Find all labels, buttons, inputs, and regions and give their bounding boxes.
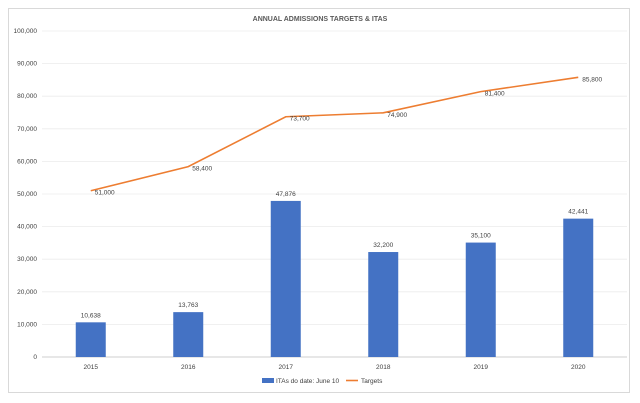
bar-data-label: 13,763 bbox=[178, 302, 198, 309]
bar bbox=[465, 242, 496, 357]
chart-frame bbox=[8, 8, 630, 393]
legend-label-bars: ITAs do date: June 10 bbox=[276, 378, 339, 385]
line-data-label: 51,000 bbox=[95, 190, 115, 197]
bar bbox=[173, 312, 204, 357]
y-tick-label: 10,000 bbox=[17, 321, 37, 328]
bar-data-label: 10,638 bbox=[81, 312, 101, 319]
bar-data-label: 47,876 bbox=[276, 191, 296, 198]
line-data-label: 85,800 bbox=[582, 76, 602, 83]
x-tick-label: 2020 bbox=[571, 364, 586, 371]
y-tick-label: 60,000 bbox=[17, 158, 37, 165]
line-data-label: 81,400 bbox=[485, 91, 505, 98]
y-tick-label: 70,000 bbox=[17, 126, 37, 133]
bar-data-label: 42,441 bbox=[568, 209, 588, 216]
chart-title: ANNUAL ADMISSIONS TARGETS & ITAS bbox=[253, 16, 388, 23]
legend-label-line: Targets bbox=[361, 378, 383, 385]
x-tick-label: 2019 bbox=[474, 364, 489, 371]
y-tick-label: 20,000 bbox=[17, 289, 37, 296]
y-tick-label: 90,000 bbox=[17, 61, 37, 68]
bar bbox=[75, 322, 106, 357]
line-data-label: 74,900 bbox=[387, 112, 407, 119]
bar bbox=[368, 252, 399, 357]
x-tick-label: 2017 bbox=[279, 364, 294, 371]
bar-data-label: 35,100 bbox=[471, 233, 491, 240]
bar bbox=[270, 200, 301, 357]
x-tick-label: 2015 bbox=[84, 364, 99, 371]
line-data-label: 73,700 bbox=[290, 116, 310, 123]
bar bbox=[563, 218, 594, 357]
x-tick-label: 2016 bbox=[181, 364, 196, 371]
y-tick-label: 80,000 bbox=[17, 93, 37, 100]
x-tick-label: 2018 bbox=[376, 364, 391, 371]
y-tick-label: 100,000 bbox=[14, 28, 38, 35]
targets-line bbox=[90, 76, 579, 192]
line-data-label: 58,400 bbox=[192, 166, 212, 173]
y-tick-label: 40,000 bbox=[17, 224, 37, 231]
y-tick-label: 0 bbox=[33, 354, 37, 361]
legend-swatch-bars bbox=[262, 378, 274, 383]
y-tick-label: 30,000 bbox=[17, 256, 37, 263]
bar-data-label: 32,200 bbox=[373, 242, 393, 249]
y-tick-label: 50,000 bbox=[17, 191, 37, 198]
